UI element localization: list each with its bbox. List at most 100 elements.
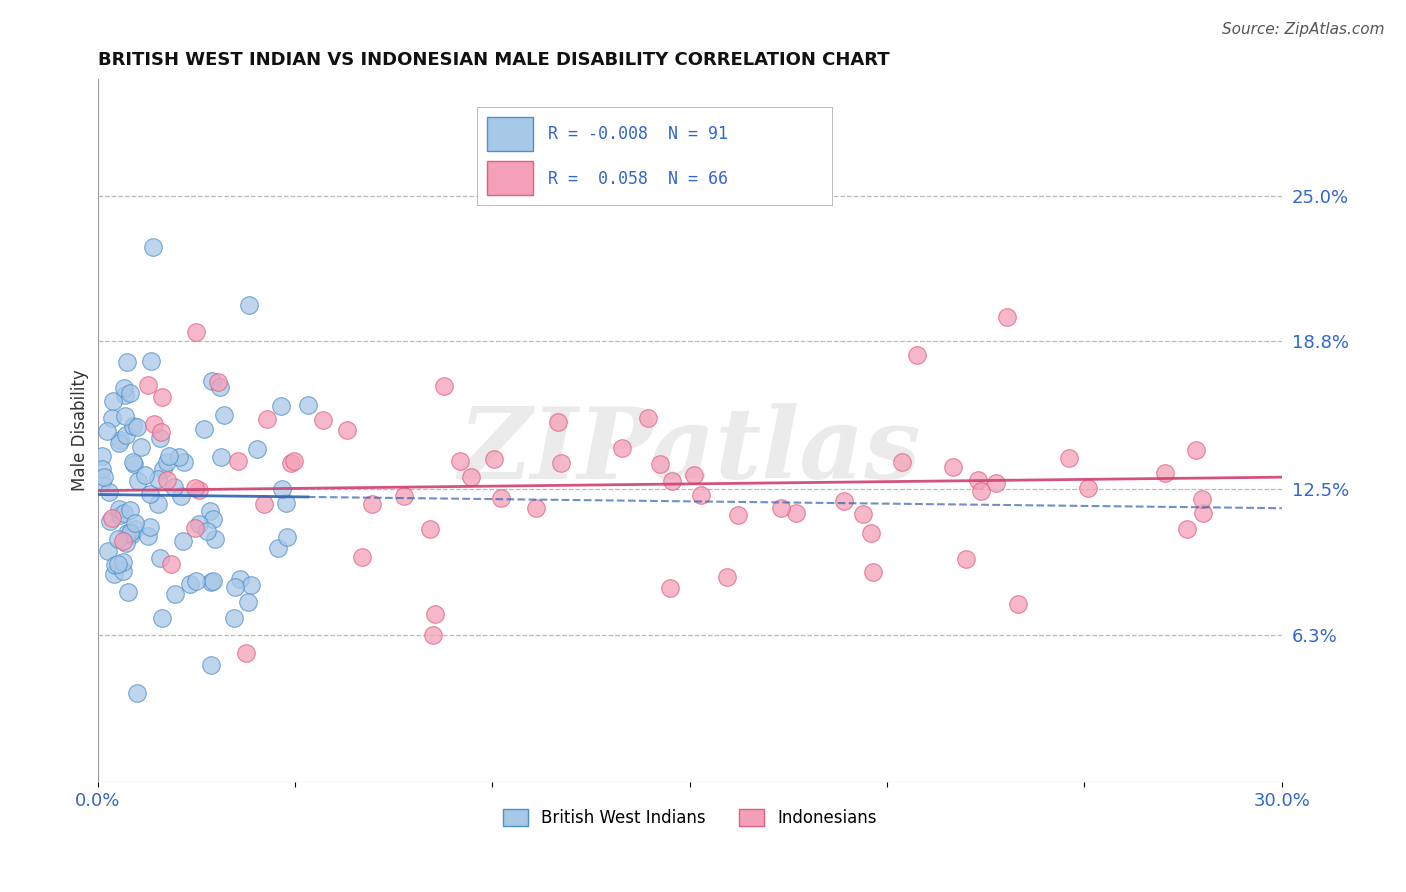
Point [482, 452, 505, 467]
Point [148, 497, 170, 511]
Point [150, 390, 173, 404]
Point [891, 455, 914, 469]
Point [276, 496, 298, 510]
Point [117, 585, 139, 599]
Point [108, 508, 131, 522]
Point [112, 506, 135, 520]
Point [97, 484, 120, 499]
Point [90, 462, 112, 476]
Point [246, 442, 269, 456]
Point [201, 375, 224, 389]
Point [97, 544, 120, 558]
Point [1077, 481, 1099, 495]
Point [200, 574, 222, 589]
Point [336, 423, 359, 437]
Point [433, 379, 456, 393]
Point [122, 457, 145, 471]
Point [1191, 492, 1213, 507]
Point [163, 480, 186, 494]
Point [111, 555, 134, 569]
Y-axis label: Male Disability: Male Disability [72, 369, 89, 491]
Point [201, 574, 224, 589]
Point [138, 377, 160, 392]
Point [859, 525, 882, 540]
Point [115, 536, 138, 550]
Point [970, 484, 993, 499]
Point [141, 354, 163, 368]
Point [101, 393, 124, 408]
Point [1185, 443, 1208, 458]
Point [150, 611, 173, 625]
Point [256, 411, 278, 425]
Point [852, 507, 875, 521]
Point [120, 524, 142, 539]
Point [186, 325, 208, 339]
Point [112, 534, 135, 549]
Point [149, 432, 172, 446]
Point [149, 550, 172, 565]
Point [214, 408, 236, 422]
Point [547, 415, 569, 429]
Point [139, 486, 162, 500]
Point [769, 500, 792, 515]
Point [727, 508, 749, 523]
Point [228, 454, 250, 468]
Point [550, 456, 572, 470]
Point [172, 533, 194, 548]
Point [121, 455, 143, 469]
Point [188, 483, 211, 497]
Point [661, 474, 683, 488]
Point [93, 469, 115, 483]
Point [90, 450, 112, 464]
Point [280, 456, 302, 470]
Point [942, 460, 965, 475]
Point [150, 425, 173, 440]
Point [995, 310, 1018, 324]
Point [905, 348, 928, 362]
Point [967, 473, 990, 487]
Point [785, 506, 807, 520]
Point [188, 516, 211, 531]
Point [297, 399, 319, 413]
Point [228, 572, 250, 586]
Point [208, 380, 231, 394]
Point [98, 514, 121, 528]
Point [163, 587, 186, 601]
Point [167, 450, 190, 464]
Point [96, 424, 118, 438]
Point [156, 455, 179, 469]
Point [107, 557, 129, 571]
Point [101, 410, 124, 425]
Point [270, 399, 292, 413]
Point [115, 355, 138, 369]
Point [157, 449, 180, 463]
Point [120, 503, 142, 517]
Point [222, 610, 245, 624]
Point [832, 494, 855, 508]
Point [124, 522, 146, 536]
Point [986, 476, 1008, 491]
Point [610, 441, 633, 455]
Point [118, 526, 141, 541]
Point [90, 475, 112, 489]
Point [489, 491, 512, 505]
Point [107, 533, 129, 547]
Point [136, 529, 159, 543]
Point [683, 467, 706, 482]
Text: Source: ZipAtlas.com: Source: ZipAtlas.com [1222, 22, 1385, 37]
Point [160, 557, 183, 571]
Point [129, 440, 152, 454]
Point [224, 580, 246, 594]
Point [202, 512, 225, 526]
Point [198, 504, 221, 518]
Point [449, 454, 471, 468]
Point [114, 388, 136, 402]
Point [121, 419, 143, 434]
Point [419, 523, 441, 537]
Point [114, 409, 136, 424]
Point [152, 462, 174, 476]
Point [193, 422, 215, 436]
Point [142, 240, 165, 254]
Point [195, 524, 218, 538]
Point [156, 473, 179, 487]
